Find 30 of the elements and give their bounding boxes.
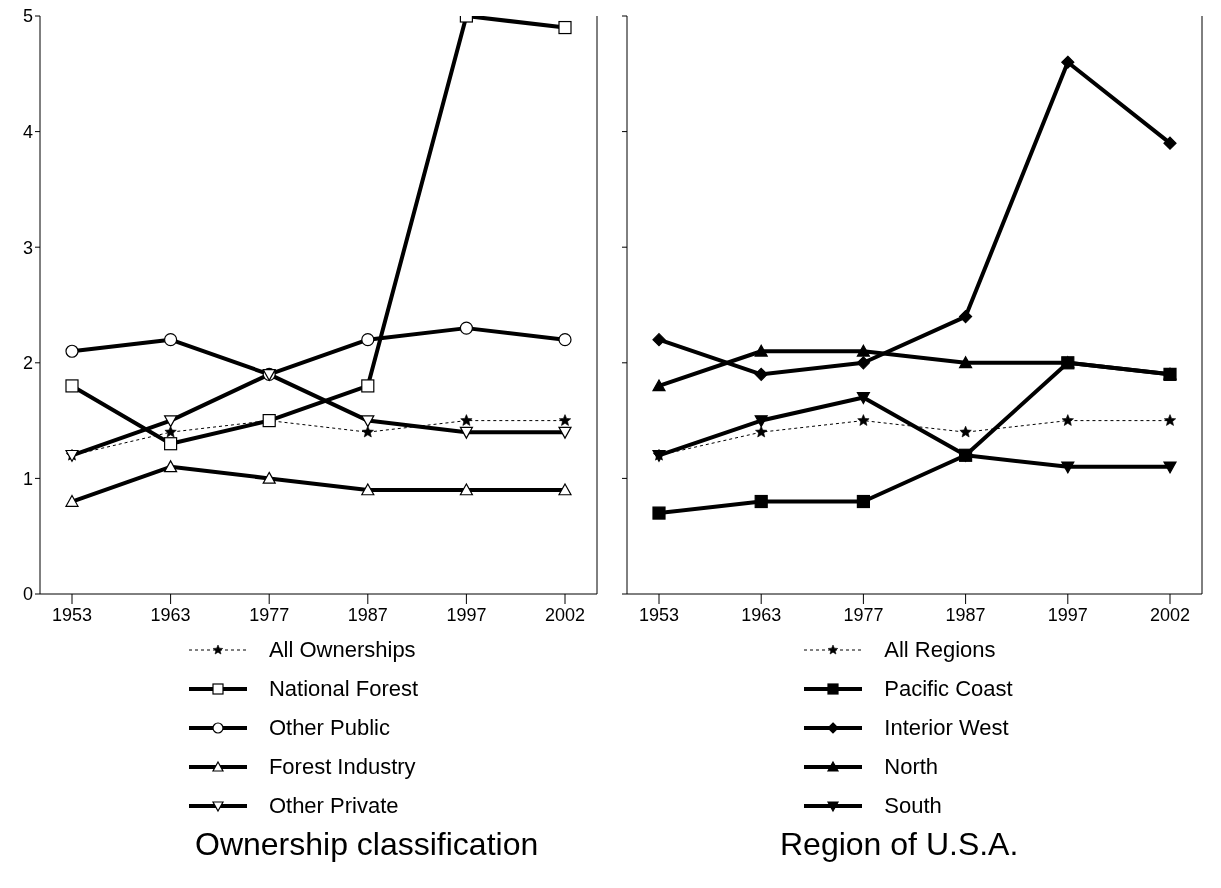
x-tick-label: 1963 — [150, 604, 191, 625]
x-tick-label: 2002 — [544, 604, 586, 625]
x-tick-label: 1977 — [249, 604, 290, 625]
x-tick-label: 1997 — [1047, 604, 1088, 625]
y-tick-label: 3 — [22, 237, 33, 258]
legend-label: National Forest — [268, 675, 419, 702]
legend-label: Other Public — [268, 714, 390, 741]
text: Ownership classification — [194, 826, 540, 863]
x-tick-label: 1953 — [51, 604, 93, 625]
legend-label: North — [884, 753, 939, 780]
x-tick-label: 1963 — [741, 604, 782, 625]
y-tick-label: 5 — [22, 6, 33, 27]
x-tick-label: 1977 — [843, 604, 884, 625]
y-tick-label: 0 — [22, 584, 33, 605]
legend-label: Pacific Coast — [884, 675, 1013, 702]
x-tick-label: 1987 — [347, 604, 388, 625]
x-tick-label: 1987 — [945, 604, 986, 625]
x-tick-label: 1953 — [638, 604, 680, 625]
legend-label: Other Private — [268, 792, 399, 819]
x-tick-label: 1997 — [446, 604, 487, 625]
y-tick-label: 1 — [22, 468, 33, 489]
legend-label: Forest Industry — [268, 753, 416, 780]
text: Region of U.S.A. — [779, 826, 1020, 863]
legend-label: All Ownerships — [268, 636, 416, 663]
legend-label: All Regions — [884, 636, 996, 663]
x-tick-label: 2002 — [1149, 604, 1191, 625]
y-tick-label: 2 — [22, 353, 33, 374]
legend-label: Interior West — [884, 714, 1009, 741]
legend-label: South — [884, 792, 942, 819]
y-tick-label: 4 — [22, 121, 33, 142]
